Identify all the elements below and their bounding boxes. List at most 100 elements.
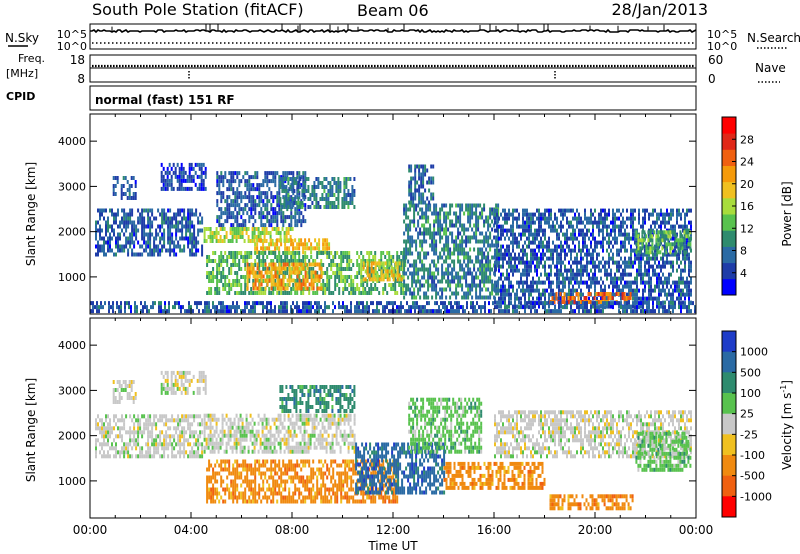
data-cell (583, 296, 586, 300)
data-cell (272, 215, 275, 220)
data-cell (254, 263, 257, 267)
data-cell (630, 256, 632, 261)
data-cell (284, 271, 287, 275)
data-cell (228, 287, 231, 291)
data-cell (628, 280, 630, 285)
data-cell (469, 219, 472, 224)
data-cell (96, 305, 98, 310)
data-cell (570, 252, 572, 257)
data-cell (204, 186, 207, 191)
data-cell (160, 174, 163, 179)
data-cell (610, 220, 612, 225)
data-cell (620, 244, 622, 249)
data-cell (485, 219, 488, 224)
data-cell (662, 216, 664, 221)
data-cell (465, 263, 468, 268)
data-cell (514, 232, 516, 237)
data-cell (586, 280, 588, 285)
data-cell (97, 228, 99, 233)
data-cell (289, 205, 292, 209)
data-cell (684, 284, 686, 289)
data-cell (300, 266, 303, 271)
data-cell (479, 291, 482, 296)
data-cell (624, 264, 626, 269)
data-cell (413, 203, 416, 208)
data-cell (508, 248, 510, 253)
data-cell (321, 193, 324, 197)
data-cell (222, 179, 225, 184)
data-cell (384, 273, 387, 278)
data-cell (242, 291, 245, 295)
data-cell (487, 215, 490, 220)
data-cell (315, 197, 318, 201)
data-cell (384, 269, 387, 274)
data-cell (421, 207, 424, 212)
data-cell (352, 283, 355, 287)
data-cell (630, 264, 632, 269)
data-cell (658, 284, 660, 289)
data-cell (288, 291, 291, 295)
data-cell (176, 178, 179, 183)
data-cell (461, 283, 464, 288)
data-cell (593, 296, 596, 300)
data-cell (487, 259, 490, 264)
data-cell (473, 283, 476, 288)
data-cell (147, 224, 150, 229)
data-cell (489, 223, 492, 228)
data-cell (540, 236, 542, 241)
data-cell (576, 260, 578, 265)
data-cell (607, 292, 610, 296)
data-cell (192, 174, 195, 179)
data-cell (356, 287, 359, 291)
data-cell (292, 270, 295, 275)
data-cell (467, 251, 470, 256)
data-cell (601, 296, 604, 300)
data-cell (429, 243, 432, 248)
data-cell (502, 284, 504, 289)
data-cell (510, 228, 512, 233)
data-cell (362, 261, 365, 266)
data-cell (123, 212, 126, 217)
data-cell (487, 239, 490, 244)
data-cell (352, 263, 355, 267)
data-cell (319, 181, 322, 185)
data-cell (548, 264, 550, 269)
data-cell (642, 220, 644, 225)
data-cell (580, 276, 582, 281)
data-cell (427, 203, 430, 208)
data-cell (304, 251, 307, 255)
data-cell (445, 259, 448, 264)
data-cell (218, 267, 221, 271)
data-cell (131, 232, 134, 237)
data-cell (337, 189, 340, 193)
data-cell (290, 275, 293, 279)
data-cell (682, 248, 684, 253)
data-cell (669, 250, 672, 255)
data-cell (410, 164, 413, 169)
data-cell (260, 274, 263, 279)
data-cell (167, 232, 170, 237)
data-cell (425, 215, 428, 220)
data-cell (477, 283, 480, 288)
data-cell (204, 166, 207, 171)
data-cell (614, 232, 616, 237)
data-cell (639, 246, 642, 251)
data-cell (584, 264, 586, 269)
data-cell (224, 219, 227, 224)
data-cell (487, 295, 490, 300)
data-cell (433, 231, 436, 236)
data-cell (610, 248, 612, 253)
data-cell (290, 278, 293, 283)
data-cell (177, 244, 180, 249)
data-cell (120, 192, 123, 196)
data-cell (184, 170, 187, 175)
data-cell (471, 207, 474, 212)
data-cell (630, 260, 632, 265)
data-cell (417, 267, 420, 272)
data-cell (294, 279, 297, 283)
data-cell (172, 162, 175, 167)
data-cell (580, 264, 582, 269)
data-cell (670, 208, 672, 213)
data-cell (561, 296, 564, 300)
data-cell (506, 212, 508, 217)
